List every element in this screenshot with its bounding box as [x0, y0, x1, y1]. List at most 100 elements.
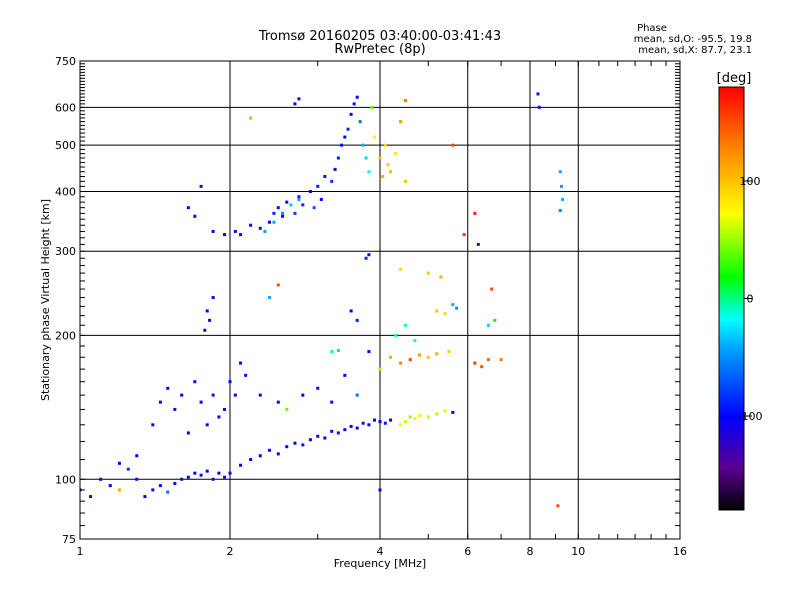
data-point — [267, 220, 271, 224]
data-point — [536, 92, 540, 96]
data-point — [239, 361, 243, 365]
data-point — [330, 400, 334, 404]
data-point — [451, 303, 455, 307]
data-point — [386, 163, 390, 167]
data-point — [276, 206, 280, 210]
data-point — [439, 275, 443, 279]
data-point — [233, 393, 237, 397]
data-point — [403, 99, 407, 103]
data-point — [367, 170, 371, 174]
data-point — [308, 189, 312, 193]
data-point — [276, 400, 280, 404]
data-point — [455, 306, 459, 310]
data-point — [297, 197, 301, 201]
stats-x-line: mean, sd,X: 87.7, 23.1 — [638, 45, 752, 56]
data-point — [193, 380, 197, 384]
data-point — [333, 167, 337, 171]
data-point — [336, 156, 340, 160]
data-point — [403, 179, 407, 183]
data-point — [199, 473, 203, 477]
data-point — [451, 143, 455, 147]
data-point — [223, 233, 227, 237]
data-point — [143, 495, 147, 499]
data-point — [373, 418, 377, 422]
data-point — [211, 477, 215, 481]
data-point — [355, 95, 359, 99]
data-point — [417, 353, 421, 357]
data-point — [426, 355, 430, 359]
data-point — [349, 309, 353, 313]
data-point — [413, 339, 417, 343]
data-point — [389, 418, 393, 422]
data-point — [373, 135, 377, 139]
data-point — [559, 184, 563, 188]
data-point — [135, 454, 139, 458]
data-point — [343, 428, 347, 432]
x-tick-label: 6 — [464, 545, 471, 558]
data-point — [561, 197, 565, 201]
data-point — [249, 223, 253, 227]
data-point — [486, 323, 490, 327]
data-point — [263, 229, 267, 233]
data-point — [211, 393, 215, 397]
colorbar: [deg] 100 0 -100 — [717, 71, 762, 511]
data-point — [378, 367, 382, 371]
data-point — [417, 413, 421, 417]
data-point — [289, 203, 293, 207]
data-point — [186, 475, 190, 479]
stats-heading: Phase — [637, 23, 667, 34]
x-axis-label: Frequency [MHz] — [334, 557, 426, 570]
data-point — [352, 102, 356, 106]
data-point — [267, 296, 271, 300]
data-point — [330, 179, 334, 183]
data-point — [193, 214, 197, 218]
data-point — [394, 152, 398, 156]
colorbar-tick-label: 0 — [747, 293, 754, 306]
data-point — [408, 358, 412, 362]
data-point — [389, 170, 393, 174]
data-point — [99, 477, 103, 481]
data-point — [301, 393, 305, 397]
data-point — [367, 350, 371, 354]
data-point — [556, 504, 560, 508]
data-point — [330, 350, 334, 354]
data-point — [186, 431, 190, 435]
data-point — [135, 477, 139, 481]
data-point — [361, 421, 365, 425]
data-point — [426, 271, 430, 275]
data-point — [355, 318, 359, 322]
data-point — [108, 484, 112, 488]
data-point — [537, 105, 541, 109]
data-point — [358, 120, 362, 124]
data-point — [435, 352, 439, 356]
title-block: Tromsø 20160205 03:40:00-03:41:43 RwPret… — [258, 29, 501, 57]
data-point — [293, 441, 297, 445]
data-point — [476, 242, 480, 246]
data-point — [126, 467, 130, 471]
data-point — [258, 454, 262, 458]
grid — [80, 61, 680, 539]
y-tick-label: 600 — [55, 101, 76, 114]
data-point — [378, 156, 382, 160]
data-point — [258, 393, 262, 397]
data-point — [399, 267, 403, 271]
data-point — [316, 434, 320, 438]
data-point — [228, 471, 232, 475]
data-point — [493, 318, 497, 322]
data-point — [180, 477, 184, 481]
data-point — [285, 200, 289, 204]
y-tick-label: 75 — [62, 533, 76, 546]
data-point — [281, 211, 285, 215]
x-tick-label: 1 — [77, 545, 84, 558]
data-point — [343, 135, 347, 139]
data-point — [258, 226, 262, 230]
data-point — [378, 420, 382, 424]
stats-block: Phase mean, sd,O: -95.5, 19.8 mean, sd,X… — [634, 23, 752, 56]
data-point — [205, 469, 209, 473]
data-point — [301, 203, 305, 207]
x-tick-label: 4 — [377, 545, 384, 558]
data-point — [308, 438, 312, 442]
data-point — [403, 323, 407, 327]
data-point — [403, 420, 407, 424]
